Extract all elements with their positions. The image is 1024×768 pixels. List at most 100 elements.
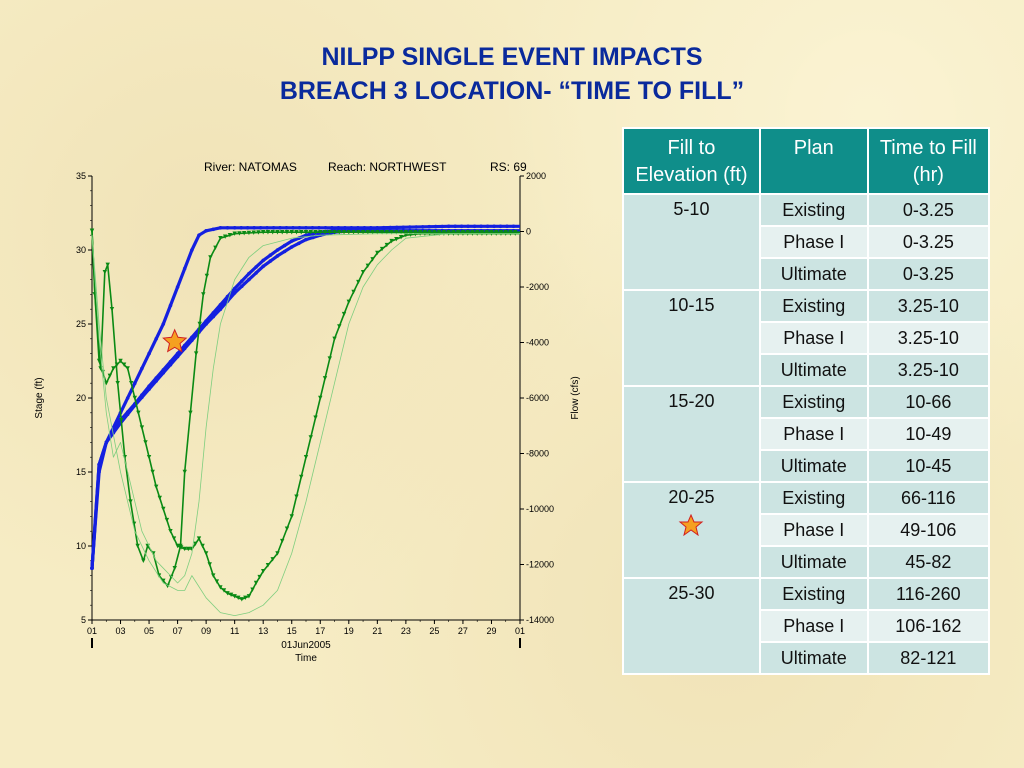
series-point bbox=[196, 536, 202, 541]
series-point bbox=[346, 230, 351, 235]
header-fill-to-elevation: Fill to Elevation (ft) bbox=[622, 127, 761, 195]
series-point bbox=[143, 440, 148, 445]
series-point bbox=[261, 230, 266, 235]
series-point bbox=[379, 230, 385, 235]
series-point bbox=[311, 235, 315, 240]
series-point bbox=[330, 226, 334, 230]
plan-cell: Existing bbox=[758, 577, 869, 611]
series-point bbox=[265, 563, 271, 568]
series-point bbox=[161, 578, 166, 583]
series-point bbox=[398, 230, 404, 235]
series-point bbox=[322, 376, 328, 381]
series-point bbox=[250, 587, 255, 592]
series-point bbox=[318, 395, 323, 401]
series-point bbox=[270, 557, 275, 562]
series-point bbox=[498, 224, 503, 229]
x-tick-label: 09 bbox=[201, 626, 211, 636]
series-point bbox=[365, 263, 371, 268]
series-point bbox=[119, 418, 124, 423]
series-point bbox=[225, 294, 230, 299]
series-point bbox=[384, 242, 390, 248]
series-point bbox=[213, 245, 218, 250]
table-row: Ultimate 10-45 bbox=[623, 449, 991, 483]
series-point bbox=[313, 230, 318, 235]
series-point bbox=[171, 536, 177, 541]
series-point bbox=[175, 543, 180, 549]
y-right-tick-label: 2000 bbox=[526, 171, 546, 181]
series-line-light bbox=[91, 233, 520, 617]
series-point bbox=[136, 410, 141, 415]
series-point bbox=[384, 230, 390, 235]
series-point bbox=[164, 517, 170, 523]
series-point bbox=[299, 230, 304, 235]
series-point bbox=[303, 230, 309, 235]
series-point bbox=[157, 495, 162, 501]
series-point bbox=[308, 435, 313, 440]
series-point bbox=[254, 265, 258, 269]
series-point bbox=[275, 254, 280, 258]
series-point bbox=[351, 289, 356, 295]
y-left-tick-label: 10 bbox=[76, 541, 86, 551]
series-point bbox=[115, 381, 120, 386]
series-point bbox=[204, 273, 210, 279]
series-line-flow bbox=[91, 230, 520, 601]
x-axis-label: Time bbox=[295, 653, 317, 664]
series-point bbox=[341, 230, 347, 235]
series-point bbox=[178, 545, 184, 550]
series-point bbox=[204, 322, 208, 326]
series-point bbox=[479, 224, 483, 229]
series-point bbox=[221, 588, 227, 593]
series-point bbox=[182, 266, 187, 271]
chart-plot-area bbox=[89, 224, 520, 617]
series-point bbox=[139, 425, 145, 430]
series-point bbox=[161, 322, 166, 326]
plan-cell: Existing bbox=[758, 193, 869, 227]
series-point bbox=[104, 440, 109, 445]
series-point bbox=[107, 373, 113, 378]
plan-cell: Ultimate bbox=[758, 353, 869, 387]
series-point bbox=[186, 546, 191, 552]
series-point bbox=[360, 230, 366, 235]
series-point bbox=[105, 262, 110, 267]
series-point bbox=[211, 314, 216, 319]
elevation-range-cell: 20-25 bbox=[622, 481, 761, 579]
series-point bbox=[237, 231, 242, 236]
series-point bbox=[323, 226, 328, 230]
series-point bbox=[140, 366, 144, 371]
series-point bbox=[401, 225, 406, 230]
series-point bbox=[440, 224, 445, 229]
series-point bbox=[232, 286, 237, 291]
series-point bbox=[271, 226, 276, 230]
time-cell: 10-45 bbox=[866, 449, 991, 483]
series-point bbox=[197, 321, 202, 327]
series-point bbox=[284, 226, 289, 230]
y-left-tick-label: 35 bbox=[76, 171, 86, 181]
series-point bbox=[299, 474, 304, 480]
x-tick-label: 13 bbox=[258, 626, 268, 636]
series-point bbox=[218, 307, 223, 311]
chart-header-river: River: NATOMAS bbox=[204, 160, 297, 174]
series-point bbox=[280, 230, 285, 235]
series-point bbox=[289, 245, 294, 249]
series-point bbox=[317, 226, 321, 230]
chart-header-rs: RS: 69 bbox=[490, 160, 527, 174]
table-row: Phase I 10-49 bbox=[623, 417, 991, 451]
series-point bbox=[193, 541, 198, 546]
series-point bbox=[232, 291, 237, 295]
series-point bbox=[369, 226, 373, 230]
series-point bbox=[472, 224, 477, 229]
series-point bbox=[332, 230, 337, 235]
series-point bbox=[227, 233, 233, 238]
series-point bbox=[168, 529, 173, 534]
series-point bbox=[190, 338, 194, 343]
y-right-tick-label: -12000 bbox=[526, 560, 554, 570]
table-row: 20-25 Existing 66-116 bbox=[622, 481, 991, 579]
y-left-tick-label: 25 bbox=[76, 319, 86, 329]
x-tick-label: 11 bbox=[230, 626, 239, 636]
x-tick-label: 01 bbox=[515, 626, 525, 636]
series-point bbox=[356, 279, 361, 285]
series-point bbox=[446, 224, 451, 229]
series-point bbox=[128, 499, 133, 504]
table-row: Phase I 49-106 bbox=[623, 513, 991, 547]
series-point bbox=[341, 311, 347, 317]
